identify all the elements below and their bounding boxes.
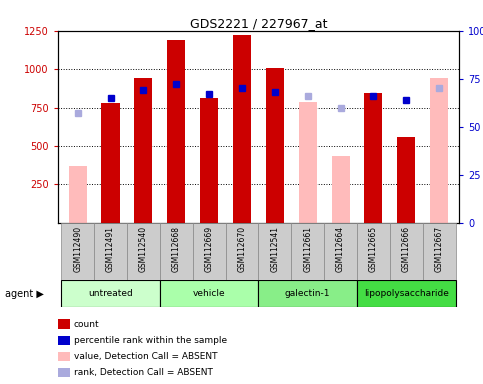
Title: GDS2221 / 227967_at: GDS2221 / 227967_at	[190, 17, 327, 30]
Bar	[331, 156, 350, 223]
Text: GSM112665: GSM112665	[369, 225, 378, 272]
Bar	[298, 102, 317, 223]
FancyBboxPatch shape	[61, 223, 94, 280]
FancyBboxPatch shape	[258, 280, 357, 307]
Bar	[233, 35, 251, 223]
Text: GSM112666: GSM112666	[402, 225, 411, 272]
Text: GSM112664: GSM112664	[336, 225, 345, 272]
Text: galectin-1: galectin-1	[285, 289, 330, 298]
Text: GSM112668: GSM112668	[172, 225, 181, 271]
Bar	[397, 137, 415, 223]
FancyBboxPatch shape	[423, 223, 455, 280]
Text: GSM112541: GSM112541	[270, 225, 279, 271]
FancyBboxPatch shape	[258, 223, 291, 280]
Bar	[69, 166, 87, 223]
Text: vehicle: vehicle	[193, 289, 226, 298]
FancyBboxPatch shape	[390, 223, 423, 280]
Text: GSM112661: GSM112661	[303, 225, 312, 271]
Text: GSM112540: GSM112540	[139, 225, 148, 272]
FancyBboxPatch shape	[324, 223, 357, 280]
Text: GSM112491: GSM112491	[106, 225, 115, 271]
Text: rank, Detection Call = ABSENT: rank, Detection Call = ABSENT	[74, 368, 213, 377]
Text: GSM112490: GSM112490	[73, 225, 82, 272]
FancyBboxPatch shape	[160, 280, 258, 307]
Text: lipopolysaccharide: lipopolysaccharide	[364, 289, 449, 298]
Text: agent ▶: agent ▶	[5, 289, 43, 299]
Bar	[200, 98, 218, 223]
FancyBboxPatch shape	[61, 280, 160, 307]
Text: untreated: untreated	[88, 289, 133, 298]
Bar	[430, 78, 448, 223]
Text: GSM112667: GSM112667	[435, 225, 443, 272]
Bar	[167, 40, 185, 223]
Bar	[134, 78, 153, 223]
Text: value, Detection Call = ABSENT: value, Detection Call = ABSENT	[74, 352, 217, 361]
FancyBboxPatch shape	[357, 280, 455, 307]
Text: GSM112670: GSM112670	[238, 225, 246, 272]
FancyBboxPatch shape	[357, 223, 390, 280]
Bar	[101, 103, 120, 223]
Bar	[364, 93, 383, 223]
Bar	[266, 68, 284, 223]
FancyBboxPatch shape	[193, 223, 226, 280]
Text: percentile rank within the sample: percentile rank within the sample	[74, 336, 227, 345]
FancyBboxPatch shape	[226, 223, 258, 280]
FancyBboxPatch shape	[94, 223, 127, 280]
FancyBboxPatch shape	[291, 223, 324, 280]
Text: GSM112669: GSM112669	[205, 225, 213, 272]
Text: count: count	[74, 319, 99, 329]
FancyBboxPatch shape	[160, 223, 193, 280]
FancyBboxPatch shape	[127, 223, 160, 280]
